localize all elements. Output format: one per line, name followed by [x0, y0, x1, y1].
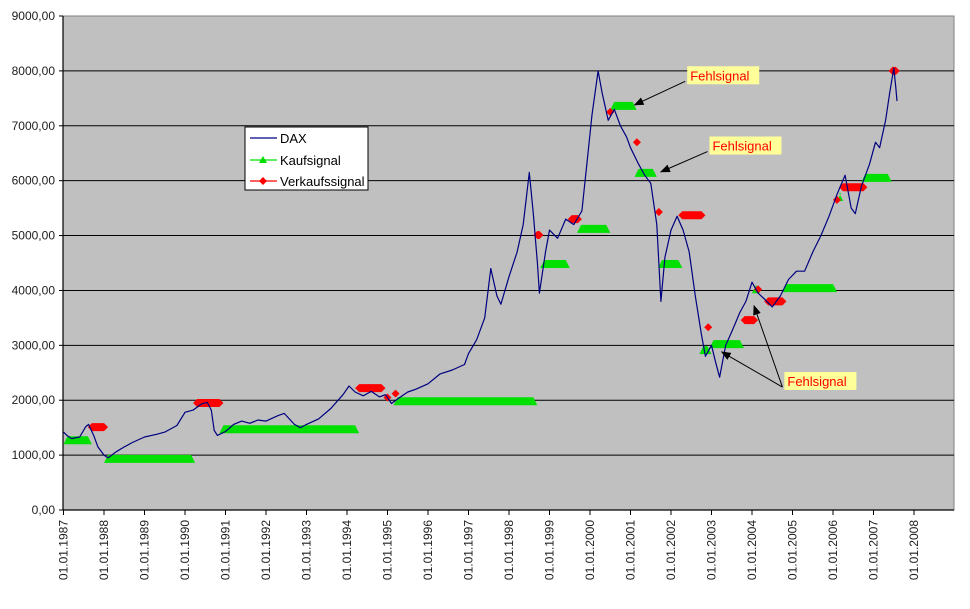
- y-tick-label: 4000,00: [12, 283, 56, 297]
- kaufsignal-mark: [861, 173, 892, 182]
- y-tick-label: 0,00: [32, 503, 56, 517]
- verkaufssignal-mark: [632, 138, 641, 147]
- diamond-marker-icon: [259, 177, 267, 185]
- kaufsignal-mark: [540, 260, 570, 268]
- x-tick-label: 01.01.1994: [340, 520, 354, 580]
- verkaufssignal-mark: [355, 384, 386, 393]
- verkaufssignal-mark: [764, 297, 787, 306]
- annotation-arrow: [659, 151, 708, 173]
- verkaufssignal-mark: [704, 323, 713, 332]
- kaufsignal-mark: [782, 284, 838, 293]
- x-tick-label: 01.01.2002: [664, 520, 678, 580]
- kaufsignal-mark: [577, 224, 611, 233]
- y-tick-label: 6000,00: [12, 174, 56, 188]
- verkaufssignal-mark: [391, 389, 400, 398]
- y-tick-label: 3000,00: [12, 338, 56, 352]
- kaufsignal-mark: [699, 346, 712, 355]
- x-tick-label: 01.01.1989: [138, 520, 152, 580]
- verkaufssignal-mark: [678, 211, 706, 220]
- kaufsignal-mark: [219, 425, 360, 434]
- x-tick-label: 01.01.2004: [745, 520, 759, 580]
- legend-kaufsignal-label: Kaufsignal: [280, 153, 341, 168]
- y-tick-label: 1000,00: [12, 448, 56, 462]
- annotation-arrow: [633, 80, 686, 106]
- y-tick-label: 5000,00: [12, 229, 56, 243]
- x-tick-label: 01.01.1987: [57, 520, 71, 580]
- annotation-box: [709, 136, 782, 155]
- x-tick-label: 01.01.2008: [907, 520, 921, 580]
- x-tick-label: 01.01.2007: [867, 520, 881, 580]
- legend: DAX Kaufsignal Verkaufssignal: [244, 126, 369, 191]
- x-tick-label: 01.01.1992: [259, 520, 273, 580]
- verkaufssignal-mark: [193, 398, 224, 407]
- x-tick-label: 01.01.1995: [381, 520, 395, 580]
- legend-dax-label: DAX: [280, 131, 307, 146]
- x-tick-label: 01.01.2003: [705, 520, 719, 580]
- verkaufssignal-mark: [839, 183, 868, 192]
- verkaufssignal-mark: [87, 423, 109, 432]
- x-tick-label: 01.01.2005: [786, 520, 800, 580]
- verkaufssignal-mark: [654, 207, 663, 216]
- y-tick-label: 8000,00: [12, 64, 56, 78]
- kaufsignal-mark: [610, 101, 637, 110]
- annotation-label: Fehlsignal: [787, 374, 846, 389]
- y-tick-label: 9000,00: [12, 9, 56, 23]
- verkaufssignal-mark: [740, 316, 759, 325]
- plot-area: [62, 15, 955, 511]
- x-tick-label: 01.01.1999: [543, 520, 557, 580]
- kaufsignal-mark: [393, 397, 538, 406]
- y-tick-label: 2000,00: [12, 393, 56, 407]
- verkaufssignal-mark: [754, 285, 763, 294]
- legend-verkaufssignal-label: Verkaufssignal: [280, 174, 365, 189]
- x-tick-label: 01.01.2001: [624, 520, 638, 580]
- y-tick-label: 7000,00: [12, 119, 56, 133]
- annotation-arrow: [753, 304, 783, 388]
- triangle-marker-icon: [259, 156, 267, 163]
- kaufsignal-mark: [658, 260, 683, 268]
- annotation-arrow: [720, 351, 783, 388]
- dax-line: [63, 67, 898, 459]
- kaufsignal-mark: [634, 168, 657, 177]
- verkaufssignal-mark: [833, 195, 841, 204]
- kaufsignal-mark: [104, 454, 196, 463]
- x-tick-label: 01.01.1997: [462, 520, 476, 580]
- x-tick-label: 01.01.1993: [300, 520, 314, 580]
- x-tick-label: 01.01.1990: [178, 520, 192, 580]
- x-tick-label: 01.01.1998: [502, 520, 516, 580]
- annotation-box: [687, 66, 760, 85]
- x-tick-label: 01.01.2000: [583, 520, 597, 580]
- x-tick-label: 01.01.2006: [826, 520, 840, 580]
- annotation-box: [784, 372, 857, 391]
- x-tick-label: 01.01.1988: [97, 520, 111, 580]
- x-tick-label: 01.01.1991: [219, 520, 233, 580]
- x-tick-label: 01.01.1996: [421, 520, 435, 580]
- annotation-label: Fehlsignal: [690, 68, 749, 83]
- annotation-label: Fehlsignal: [712, 139, 771, 154]
